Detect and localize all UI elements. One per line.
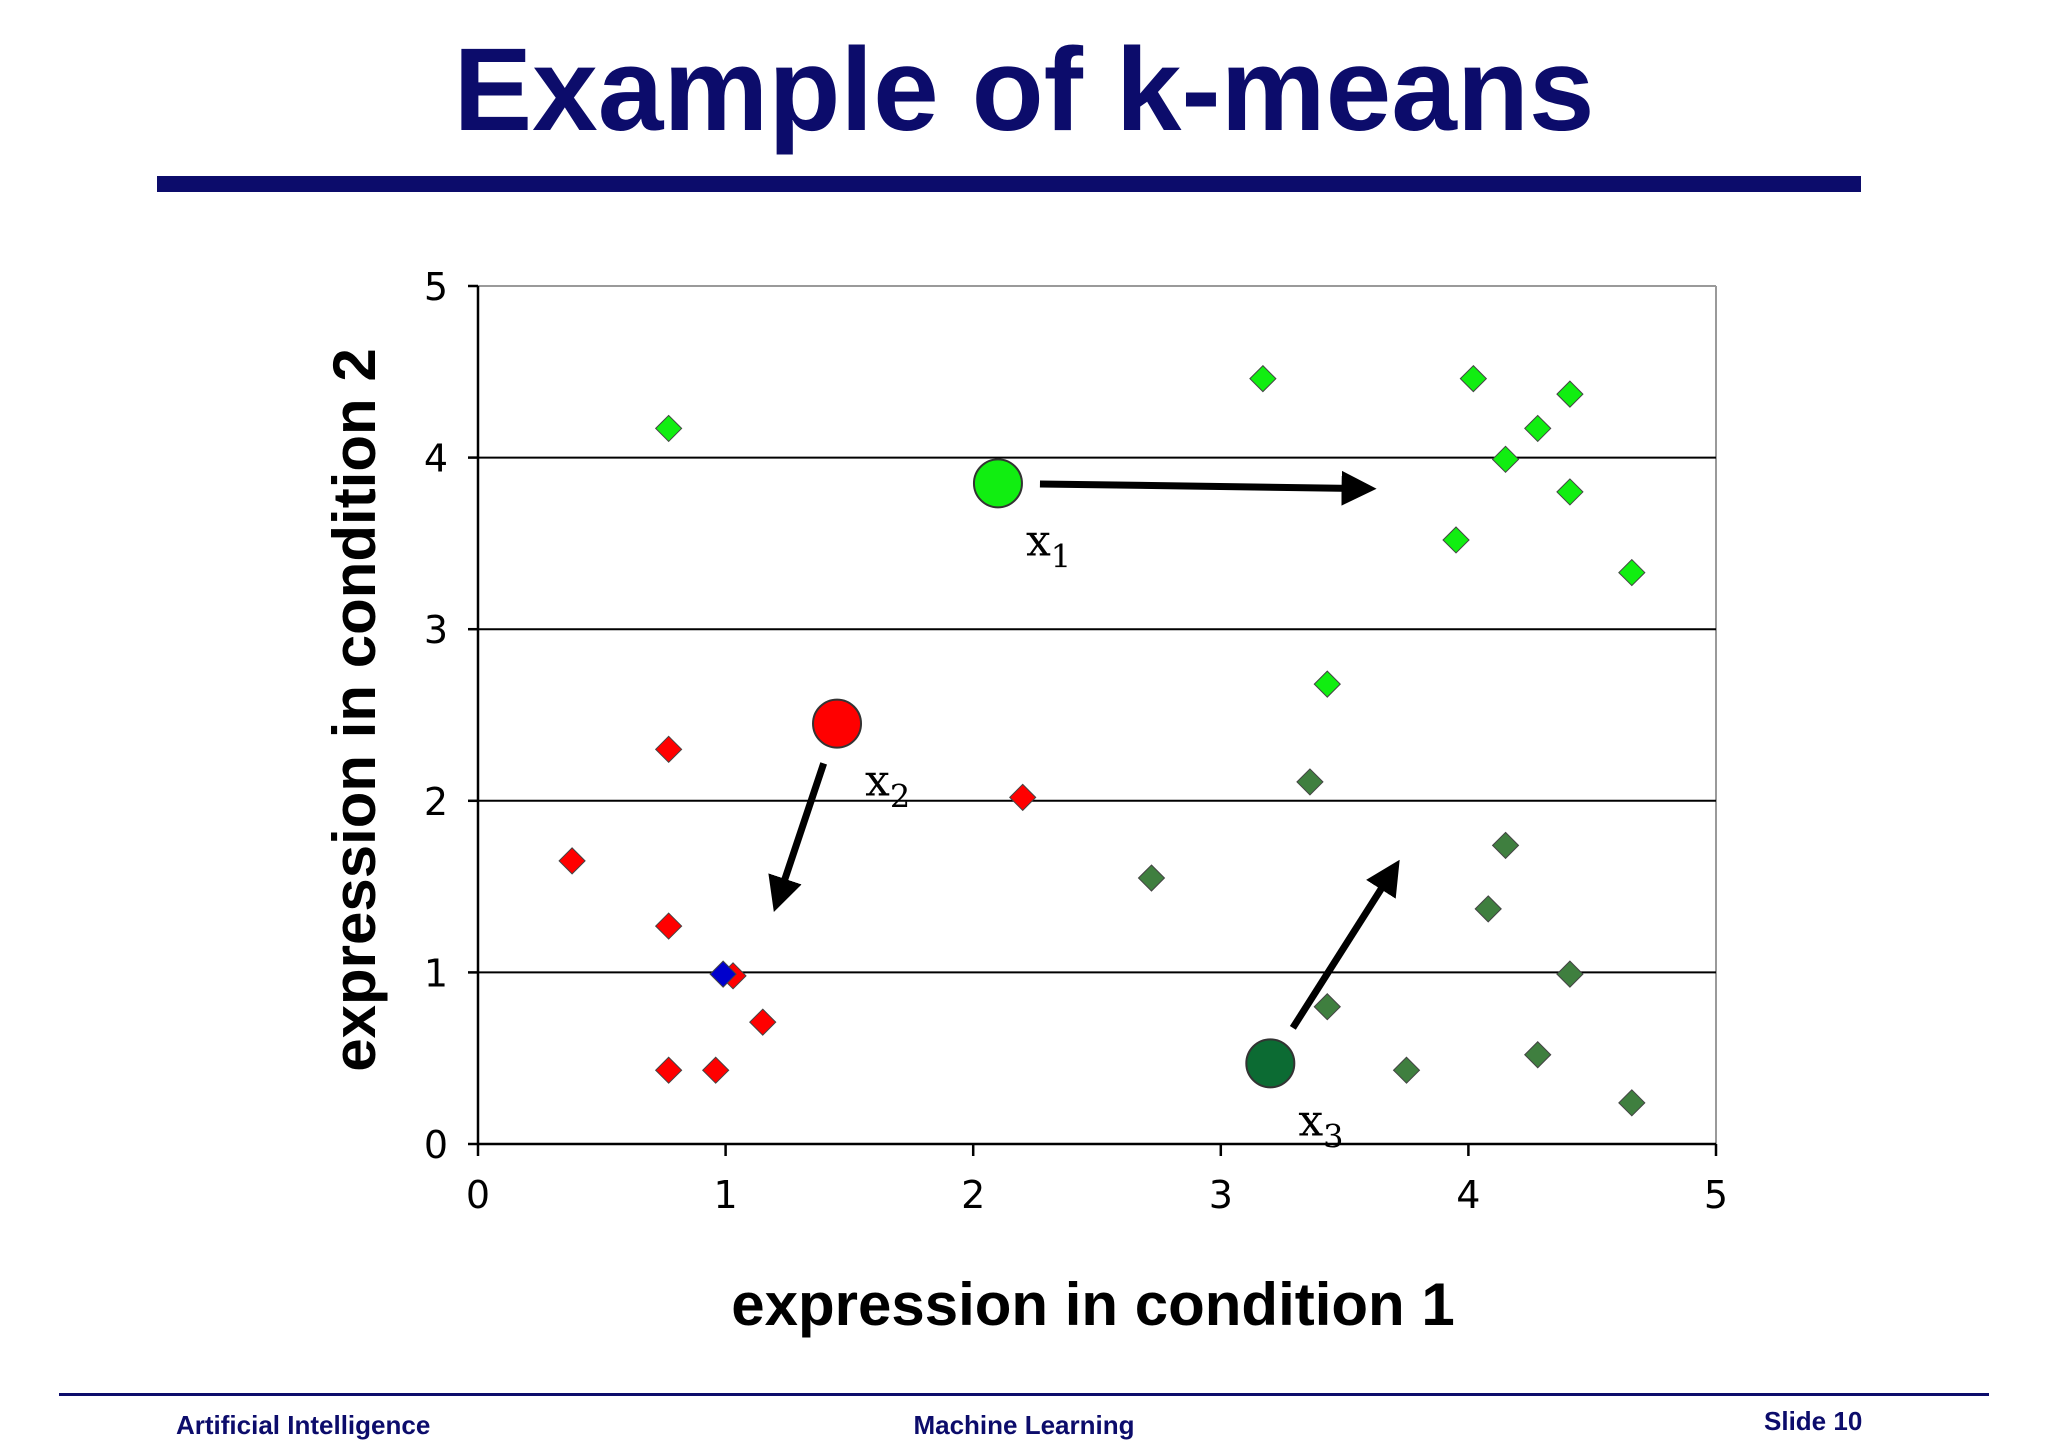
centroid-x1 xyxy=(972,458,1023,509)
x-tick-label: 1 xyxy=(714,1173,738,1217)
footer-course-title: Artificial Intelligence xyxy=(176,1410,431,1440)
footer-topic: Machine Learning xyxy=(913,1410,1135,1440)
data-point-cluster-dark-green xyxy=(1524,1041,1552,1069)
x-tick-label: 3 xyxy=(1209,1173,1233,1217)
data-point-cluster-light-green xyxy=(1524,414,1552,443)
data-point-cluster-light-green xyxy=(1556,380,1584,408)
y-axis-label: expression in condition 2 xyxy=(321,348,388,1071)
data-point-cluster-dark-green xyxy=(1313,993,1341,1021)
data-point-cluster-light-green xyxy=(654,414,683,443)
y-tick-label: 1 xyxy=(424,951,448,995)
data-point-cluster-light-green xyxy=(1556,478,1584,506)
data-point-cluster-dark-green xyxy=(1491,831,1520,860)
title-divider xyxy=(157,176,1861,192)
data-point-cluster-red xyxy=(749,1008,777,1036)
slide-title: Example of k-means xyxy=(453,24,1595,156)
centroid-label-x3: x3 xyxy=(1298,1095,1343,1155)
data-point-cluster-light-green xyxy=(1249,364,1277,393)
data-point-cluster-light-green xyxy=(1442,526,1470,554)
y-tick-label: 3 xyxy=(424,608,448,652)
data-point-cluster-light-green xyxy=(1491,445,1520,474)
footer-slide-number: Slide 10 xyxy=(1764,1406,1863,1436)
data-point-cluster-red xyxy=(1009,783,1037,812)
data-point-cluster-dark-green xyxy=(1474,895,1502,923)
data-point-cluster-red xyxy=(654,1056,683,1084)
data-point-cluster-dark-green xyxy=(1392,1056,1421,1084)
centroid-label-subscript: 2 xyxy=(890,778,910,816)
centroid-label-subscript: 3 xyxy=(1323,1117,1343,1155)
data-point-cluster-dark-green xyxy=(1137,864,1166,892)
centroid-label-x1: x1 xyxy=(1026,515,1071,575)
data-point-cluster-dark-green xyxy=(1618,1089,1646,1117)
centroid-arrow-x2 xyxy=(768,762,827,913)
data-point-cluster-light-green xyxy=(1618,558,1646,587)
data-point-cluster-red xyxy=(654,735,683,764)
data-point-cluster-light-green xyxy=(1313,670,1341,698)
centroid-x2 xyxy=(812,698,863,749)
x-tick-label: 2 xyxy=(961,1173,985,1217)
data-point-cluster-red xyxy=(701,1056,730,1084)
x-axis-label: expression in condition 1 xyxy=(731,1271,1454,1338)
y-tick-label: 5 xyxy=(424,265,448,309)
centroid-arrow-x1 xyxy=(1039,470,1377,506)
centroid-label-subscript: 1 xyxy=(1051,537,1071,575)
centroid-arrow-x3 xyxy=(1289,859,1400,1030)
data-point-cluster-red xyxy=(654,912,683,940)
y-tick-label: 0 xyxy=(424,1123,448,1167)
x-tick-label: 4 xyxy=(1456,1173,1480,1217)
data-point-misc-blue xyxy=(709,960,737,988)
centroid-label-x2: x2 xyxy=(865,756,910,816)
y-tick-label: 4 xyxy=(424,437,448,481)
x-tick-label: 5 xyxy=(1704,1173,1728,1217)
footer-divider xyxy=(59,1393,1989,1396)
data-point-cluster-red xyxy=(558,847,586,875)
data-point-cluster-dark-green xyxy=(1296,768,1324,796)
y-tick-label: 2 xyxy=(424,780,448,824)
data-point-cluster-light-green xyxy=(1459,364,1488,393)
centroid-x3 xyxy=(1245,1038,1296,1089)
data-point-cluster-dark-green xyxy=(1556,960,1584,988)
x-tick-label: 0 xyxy=(466,1173,490,1217)
